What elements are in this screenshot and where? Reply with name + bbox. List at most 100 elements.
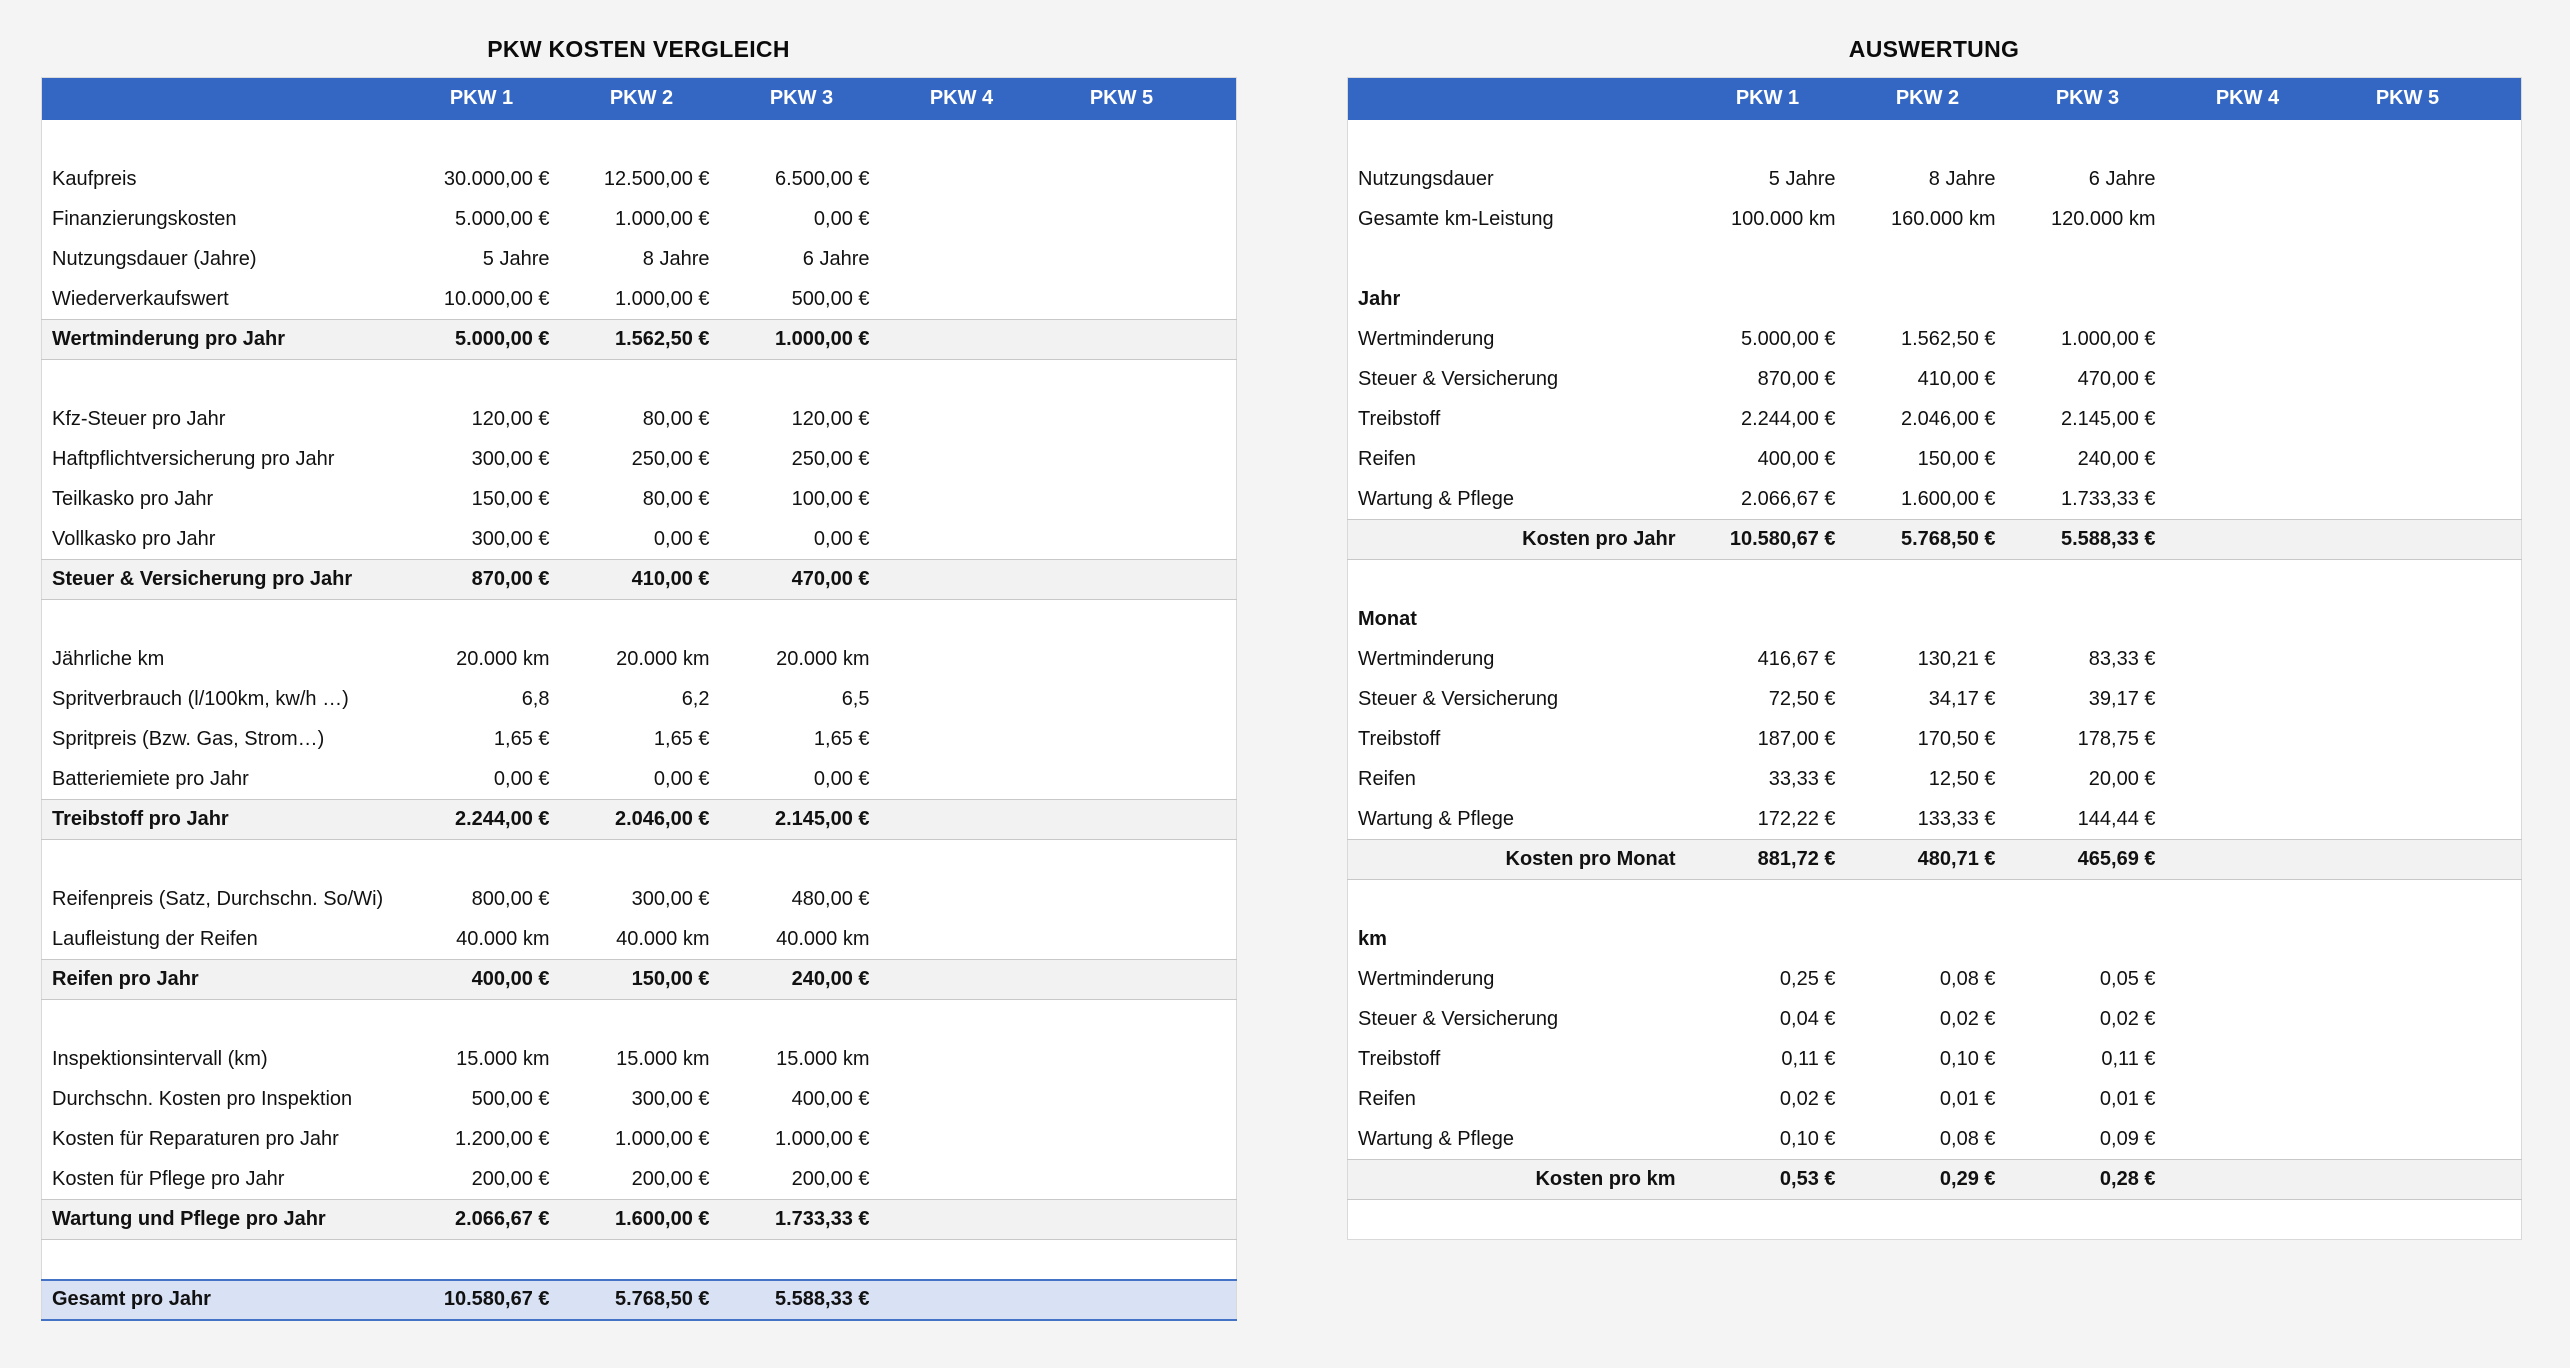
- value-cell[interactable]: [2168, 920, 2328, 960]
- empty-cell[interactable]: [2008, 1200, 2168, 1240]
- value-cell[interactable]: 0,00 €: [813, 208, 870, 230]
- value-cell[interactable]: 150,00 €: [561, 959, 722, 1000]
- value-cell[interactable]: [882, 200, 1042, 240]
- empty-cell[interactable]: [1042, 1240, 1202, 1280]
- empty-cell[interactable]: [1348, 240, 1688, 280]
- value-cell[interactable]: 250,00 €: [631, 448, 710, 470]
- value-cell[interactable]: [882, 760, 1042, 800]
- row-label[interactable]: Vollkasko pro Jahr: [52, 527, 216, 550]
- value-cell[interactable]: 480,71 €: [1847, 839, 2008, 880]
- value-cell[interactable]: 1.562,50 €: [561, 319, 722, 360]
- value-cell[interactable]: 1.600,00 €: [1900, 487, 1996, 510]
- row-label[interactable]: Kosten pro Monat: [1347, 839, 1688, 880]
- value-cell[interactable]: 0,10 €: [1939, 1048, 1996, 1070]
- value-cell[interactable]: [2168, 1000, 2328, 1040]
- value-cell[interactable]: [2328, 920, 2488, 960]
- value-cell[interactable]: [882, 480, 1042, 520]
- value-cell[interactable]: [882, 440, 1042, 480]
- value-cell[interactable]: 120,00 €: [791, 408, 870, 430]
- row-label[interactable]: Treibstoff pro Jahr: [41, 799, 402, 840]
- row-label[interactable]: Batteriemiete pro Jahr: [52, 767, 249, 790]
- value-cell[interactable]: [2328, 400, 2488, 440]
- empty-cell[interactable]: [1202, 360, 1237, 400]
- value-cell[interactable]: 0,00 €: [653, 767, 710, 790]
- value-cell[interactable]: [882, 400, 1042, 440]
- empty-cell[interactable]: [1348, 880, 1688, 920]
- row-label[interactable]: Inspektionsintervall (km): [52, 1048, 268, 1070]
- empty-cell[interactable]: [2488, 120, 2522, 160]
- value-cell[interactable]: 400,00 €: [1757, 448, 1836, 470]
- value-cell[interactable]: 0,02 €: [2099, 1008, 2156, 1030]
- value-cell[interactable]: [2328, 640, 2488, 680]
- empty-cell[interactable]: [1202, 600, 1237, 640]
- value-cell[interactable]: 5.588,33 €: [721, 1278, 882, 1321]
- row-label[interactable]: Haftpflichtversicherung pro Jahr: [52, 448, 335, 470]
- column-header-pkw-1[interactable]: PKW 1: [1687, 77, 1848, 120]
- column-header-pkw-5[interactable]: PKW 5: [2327, 77, 2488, 120]
- row-label[interactable]: Treibstoff: [1358, 408, 1441, 430]
- value-cell[interactable]: 5.000,00 €: [1740, 328, 1836, 350]
- column-header-pkw-5[interactable]: PKW 5: [1041, 77, 1202, 120]
- row-label[interactable]: Wartung & Pflege: [1358, 1127, 1515, 1150]
- row-label[interactable]: Steuer & Versicherung: [1358, 1008, 1559, 1030]
- value-cell[interactable]: [1042, 160, 1202, 200]
- value-cell[interactable]: 1.200,00 €: [454, 1128, 550, 1150]
- value-cell[interactable]: 0,08 €: [1939, 968, 1996, 990]
- value-cell[interactable]: 200,00 €: [791, 1167, 870, 1190]
- value-cell[interactable]: 5.768,50 €: [561, 1278, 722, 1321]
- value-cell[interactable]: [2328, 1040, 2488, 1080]
- value-cell[interactable]: 0,04 €: [1779, 1008, 1836, 1030]
- empty-cell[interactable]: [2328, 240, 2488, 280]
- value-cell[interactable]: [2328, 960, 2488, 1000]
- value-cell[interactable]: 2.145,00 €: [2060, 408, 2156, 430]
- value-cell[interactable]: 80,00 €: [642, 488, 710, 510]
- value-cell[interactable]: [2008, 600, 2168, 640]
- empty-cell[interactable]: [2008, 240, 2168, 280]
- empty-cell[interactable]: [402, 360, 562, 400]
- value-cell[interactable]: 15.000 km: [776, 1048, 870, 1070]
- row-label[interactable]: Durchschn. Kosten pro Inspektion: [52, 1088, 353, 1110]
- value-cell[interactable]: [2327, 519, 2488, 560]
- value-cell[interactable]: [2168, 160, 2328, 200]
- empty-cell[interactable]: [722, 1000, 882, 1040]
- value-cell[interactable]: 6.500,00 €: [774, 168, 870, 190]
- row-label[interactable]: Steuer & Versicherung: [1358, 368, 1559, 390]
- value-cell[interactable]: 0,11 €: [2101, 1048, 2156, 1070]
- empty-cell[interactable]: [2168, 120, 2328, 160]
- value-cell[interactable]: [2168, 440, 2328, 480]
- value-cell[interactable]: [882, 640, 1042, 680]
- value-cell[interactable]: [1848, 600, 2008, 640]
- value-cell[interactable]: 240,00 €: [2077, 448, 2156, 470]
- value-cell[interactable]: 5.588,33 €: [2007, 519, 2168, 560]
- value-cell[interactable]: [2168, 400, 2328, 440]
- value-cell[interactable]: [2167, 1159, 2328, 1200]
- value-cell[interactable]: 0,00 €: [813, 527, 870, 550]
- value-cell[interactable]: 0,28 €: [2007, 1159, 2168, 1200]
- empty-cell[interactable]: [42, 120, 402, 160]
- column-header-pkw-3[interactable]: PKW 3: [721, 77, 882, 120]
- row-label[interactable]: Reifen: [1358, 768, 1416, 790]
- column-header-pkw-1[interactable]: PKW 1: [401, 77, 562, 120]
- empty-cell[interactable]: [1688, 560, 1848, 600]
- row-label[interactable]: Steuer & Versicherung: [1358, 688, 1559, 710]
- value-cell[interactable]: 300,00 €: [631, 888, 710, 910]
- value-cell[interactable]: [2168, 1040, 2328, 1080]
- value-cell[interactable]: [2328, 1080, 2488, 1120]
- empty-cell[interactable]: [1848, 240, 2008, 280]
- value-cell[interactable]: 1,65 €: [653, 728, 710, 750]
- empty-cell[interactable]: [42, 360, 402, 400]
- value-cell[interactable]: [1042, 680, 1202, 720]
- column-header-empty[interactable]: [41, 77, 402, 120]
- value-cell[interactable]: 20.000 km: [616, 648, 710, 670]
- value-cell[interactable]: 100.000 km: [1730, 208, 1836, 230]
- value-cell[interactable]: [1042, 720, 1202, 760]
- empty-cell[interactable]: [722, 120, 882, 160]
- value-cell[interactable]: 1.000,00 €: [721, 319, 882, 360]
- empty-cell[interactable]: [2488, 240, 2522, 280]
- value-cell[interactable]: [2008, 920, 2168, 960]
- value-cell[interactable]: [1042, 520, 1202, 560]
- row-label[interactable]: Teilkasko pro Jahr: [52, 488, 214, 510]
- value-cell[interactable]: [1848, 920, 2008, 960]
- value-cell[interactable]: 6,8: [521, 688, 550, 710]
- value-cell[interactable]: [882, 920, 1042, 960]
